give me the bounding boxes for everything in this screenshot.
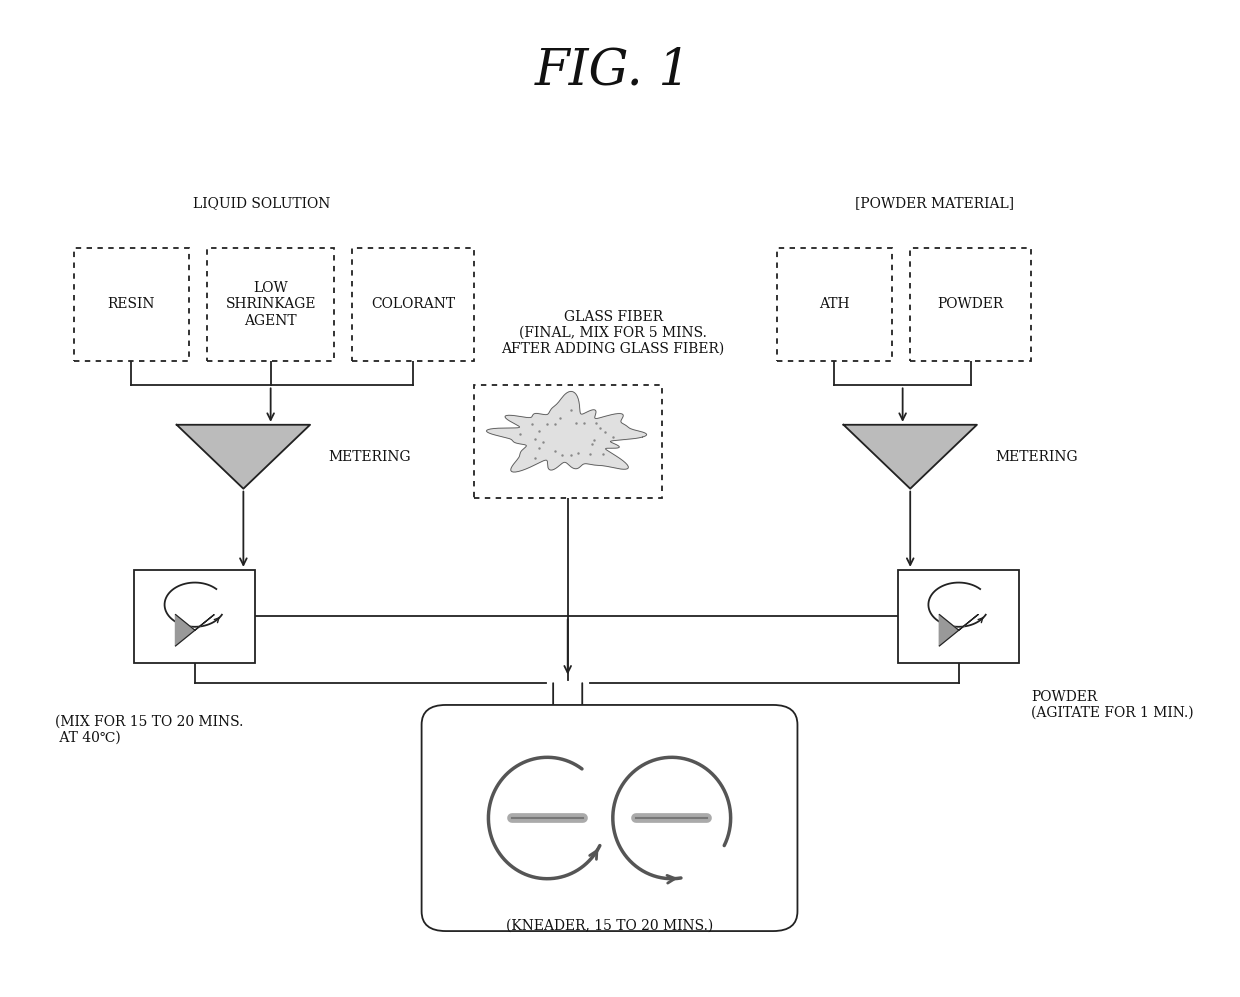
Bar bbox=[73, 248, 188, 361]
Text: METERING: METERING bbox=[329, 450, 410, 464]
FancyBboxPatch shape bbox=[422, 705, 797, 931]
Polygon shape bbox=[176, 614, 215, 646]
Bar bbox=[207, 248, 335, 361]
Bar bbox=[910, 248, 1032, 361]
Bar bbox=[352, 248, 474, 361]
Polygon shape bbox=[176, 425, 310, 489]
Polygon shape bbox=[486, 392, 646, 472]
Text: RESIN: RESIN bbox=[108, 297, 155, 311]
Bar bbox=[474, 386, 662, 498]
Text: ATH: ATH bbox=[820, 297, 849, 311]
Bar bbox=[898, 569, 1019, 663]
Bar bbox=[776, 248, 892, 361]
Text: LOW
SHRINKAGE
AGENT: LOW SHRINKAGE AGENT bbox=[226, 281, 316, 328]
Text: (MIX FOR 15 TO 20 MINS.
 AT 40℃): (MIX FOR 15 TO 20 MINS. AT 40℃) bbox=[56, 715, 244, 745]
Text: POWDER
(AGITATE FOR 1 MIN.): POWDER (AGITATE FOR 1 MIN.) bbox=[1032, 690, 1194, 720]
Text: GLASS FIBER
(FINAL, MIX FOR 5 MINS.
AFTER ADDING GLASS FIBER): GLASS FIBER (FINAL, MIX FOR 5 MINS. AFTE… bbox=[501, 309, 725, 356]
Text: POWDER: POWDER bbox=[937, 297, 1004, 311]
Text: [POWDER MATERIAL]: [POWDER MATERIAL] bbox=[854, 196, 1014, 210]
Bar bbox=[134, 569, 255, 663]
Text: (KNEADER, 15 TO 20 MINS.): (KNEADER, 15 TO 20 MINS.) bbox=[506, 919, 713, 933]
Text: COLORANT: COLORANT bbox=[371, 297, 455, 311]
Text: LIQUID SOLUTION: LIQUID SOLUTION bbox=[193, 196, 330, 210]
Text: METERING: METERING bbox=[994, 450, 1078, 464]
Polygon shape bbox=[843, 425, 977, 489]
Polygon shape bbox=[940, 614, 978, 646]
Text: FIG. 1: FIG. 1 bbox=[534, 46, 692, 96]
